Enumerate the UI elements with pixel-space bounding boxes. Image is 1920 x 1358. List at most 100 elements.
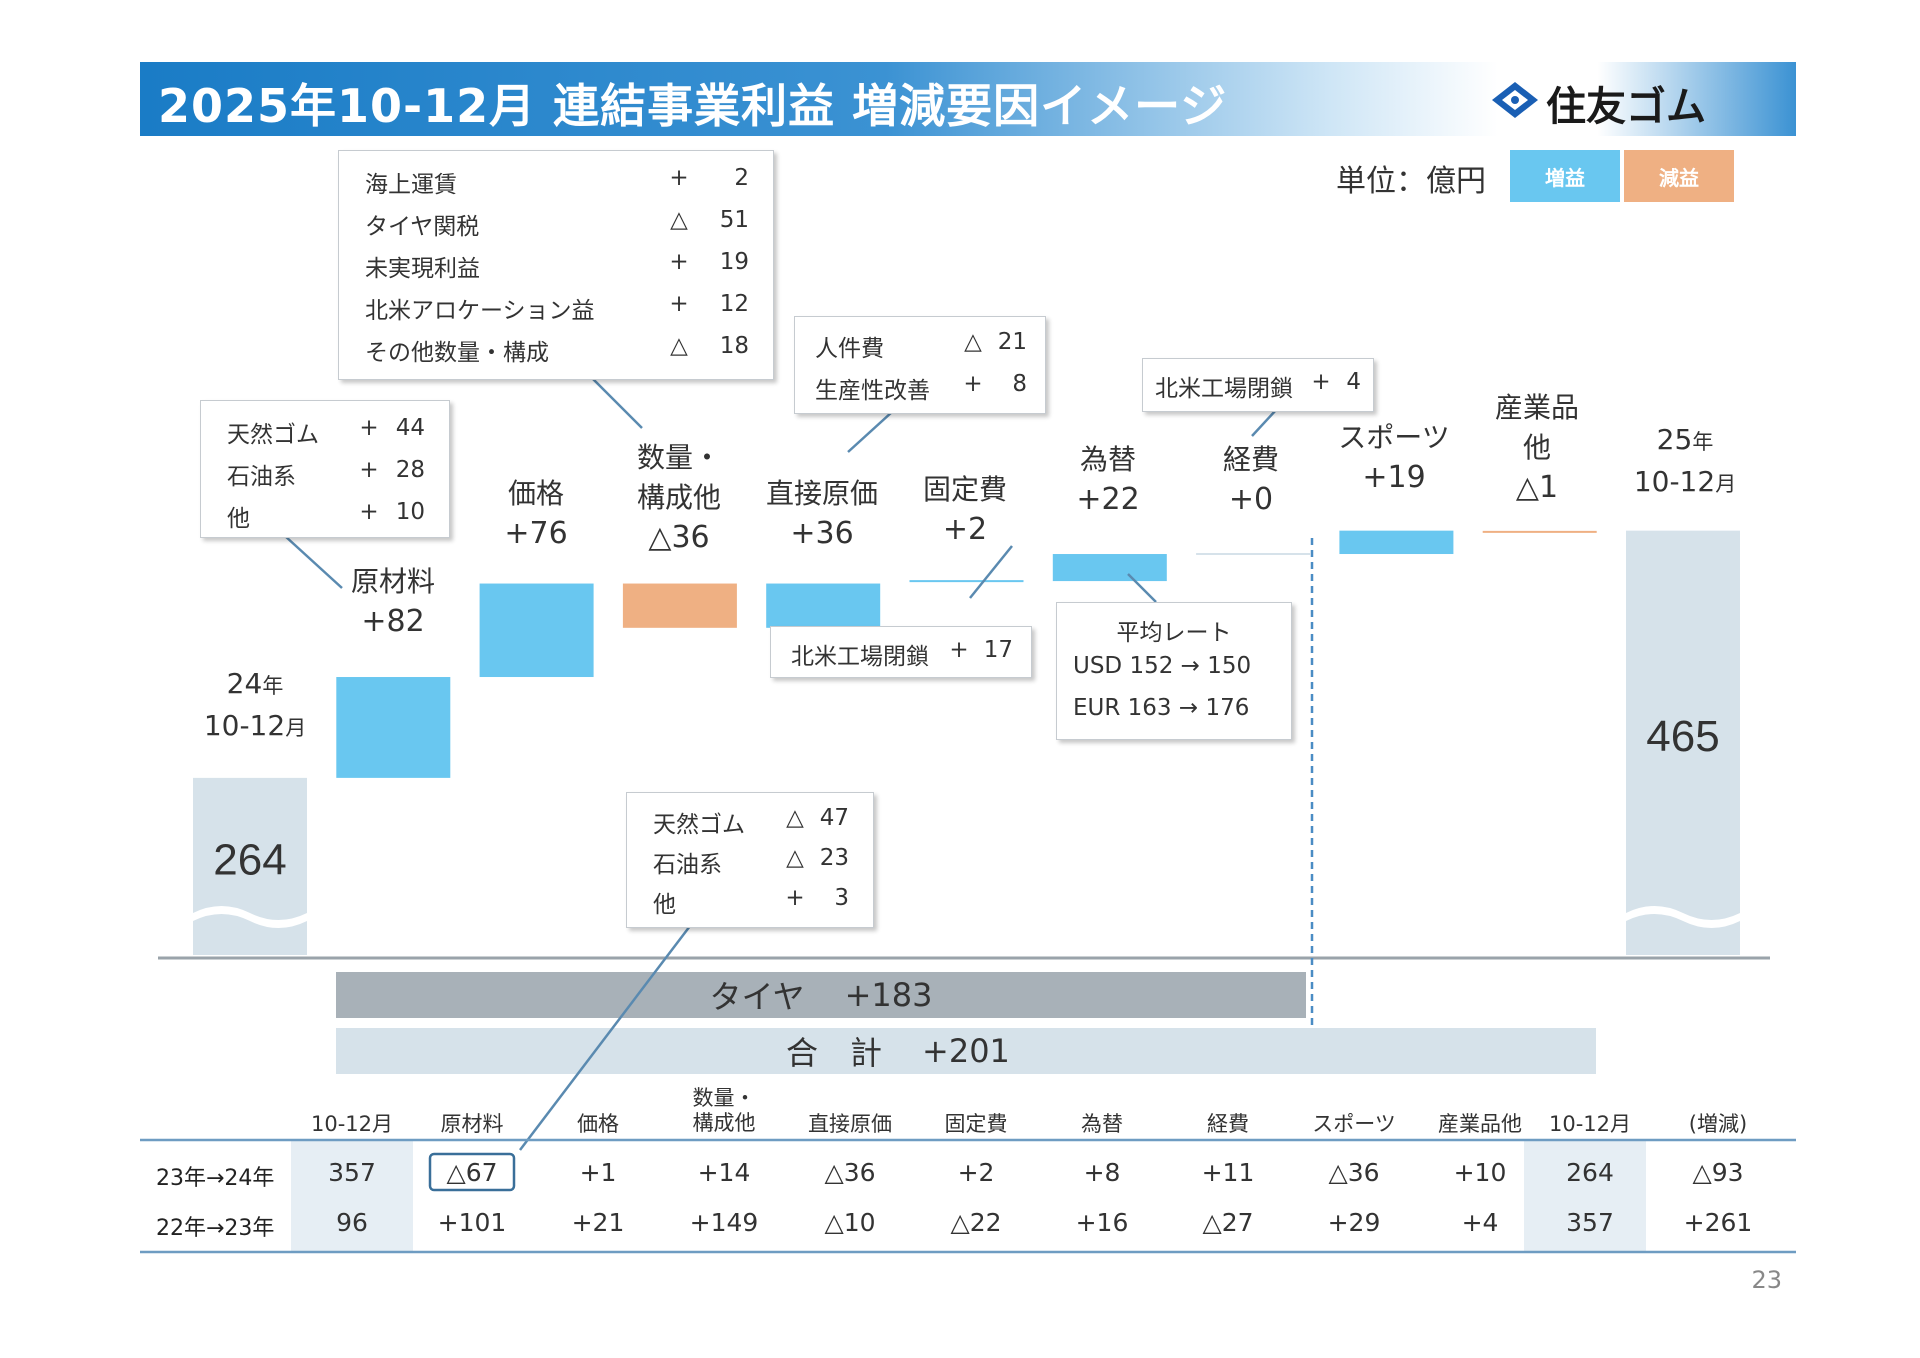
ann-value: 23 [819, 845, 849, 871]
table-header: 直接原価 [780, 1112, 920, 1137]
ann-label: 人件費 [815, 336, 884, 362]
ann-sign: + [785, 885, 805, 911]
table-header: 数量・ 構成他 [654, 1086, 794, 1136]
bar-name-line2: 他 [1522, 431, 1551, 464]
table-cell: 357 [328, 1158, 376, 1187]
table-cell: △67 [446, 1158, 498, 1187]
bar-name: 産業品 [1494, 391, 1579, 424]
ann-label: 北米アロケーション益 [365, 298, 595, 324]
ann-sign: + [669, 249, 689, 275]
table-header: 経費 [1158, 1112, 1298, 1137]
fx-rate-row: USD 152 → 150 [1073, 653, 1252, 679]
table-cell: +101 [437, 1208, 507, 1237]
table-header: 産業品他 [1410, 1112, 1550, 1137]
bar-label-0: 原材料 +82 [316, 562, 470, 642]
annotation-connector-0 [591, 377, 643, 429]
table-header: 10-12月 [1520, 1112, 1660, 1137]
table-cell: +16 [1075, 1208, 1129, 1237]
table-header-line: 直接原価 [808, 1112, 892, 1136]
bar-name: 数量・ [636, 441, 721, 474]
page-number: 23 [1751, 1266, 1782, 1294]
company-logo: 住友ゴム [1546, 84, 1706, 130]
bar-name: スポーツ [1338, 421, 1450, 454]
annotation-fx-rate: 平均レート USD 152 → 150 EUR 163 → 176 [1056, 602, 1292, 740]
ann-value: 19 [719, 249, 749, 275]
table-header: 10-12月 [282, 1112, 422, 1137]
annotation-expenses: 北米工場閉鎖 +4 [1142, 358, 1374, 412]
table-header: 価格 [528, 1112, 668, 1137]
bar-4 [766, 583, 881, 628]
ann-sign: △ [786, 845, 804, 871]
table-header-line: (増減) [1688, 1112, 1748, 1136]
table-cell: +1 [579, 1158, 617, 1187]
table-header-line: 価格 [577, 1112, 619, 1136]
ann-sign: + [669, 291, 689, 317]
ann-sign: + [359, 415, 379, 441]
ann-value: 10 [395, 499, 425, 525]
ann-label: その他数量・構成 [365, 340, 549, 366]
table-shade-end [1524, 1140, 1646, 1252]
ann-label: タイヤ関税 [365, 214, 480, 240]
highlight-box [428, 1152, 516, 1192]
table-header: 為替 [1032, 1112, 1172, 1137]
value-label-10: 465 [1646, 712, 1719, 761]
annotation-connector-3 [1251, 409, 1277, 437]
table-cell: 96 [336, 1208, 368, 1237]
table-cell: +21 [571, 1208, 625, 1237]
ann-value: 4 [1346, 369, 1361, 395]
ann-label: 他 [653, 892, 676, 918]
ann-sign: △ [964, 329, 982, 355]
bar-value: +22 [1076, 482, 1140, 517]
ann-label: 海上運賃 [365, 172, 457, 198]
bar-value: +36 [790, 516, 854, 551]
fx-rate-row: EUR 163 → 176 [1073, 695, 1250, 721]
ann-value: 47 [819, 805, 849, 831]
ann-label: 石油系 [653, 852, 722, 878]
table-cell: △93 [1692, 1158, 1744, 1187]
table-header-line: 構成他 [692, 1111, 756, 1135]
total-band [336, 1028, 1596, 1074]
table-cell: △27 [1202, 1208, 1254, 1237]
axis-break-10 [1626, 906, 1740, 928]
ann-value: 12 [719, 291, 749, 317]
table-cell: △10 [824, 1208, 876, 1237]
table-cell: +149 [689, 1208, 759, 1237]
bar-value: +82 [361, 604, 425, 639]
ann-label: 北米工場閉鎖 [1155, 376, 1293, 402]
ann-label: 石油系 [227, 464, 296, 490]
total-band-label: 合 計 +201 [786, 1032, 1010, 1072]
bar-label-6: 経費 +0 [1174, 440, 1328, 520]
bar-label-2: 数量・ 構成他 △36 [602, 438, 756, 558]
bar-3 [622, 583, 737, 628]
table-header-line: 経費 [1207, 1112, 1249, 1136]
ann-sign: + [359, 457, 379, 483]
tire-band-label: タイヤ +183 [709, 976, 933, 1016]
table-cell: 357 [1566, 1208, 1614, 1237]
ann-label: 他 [227, 506, 250, 532]
bar-label-7: スポーツ +19 [1317, 418, 1471, 498]
bar-name: 固定費 [922, 473, 1007, 506]
table-cell: +10 [1453, 1158, 1507, 1187]
table-header: 原材料 [402, 1112, 542, 1137]
ann-label: 天然ゴム [653, 812, 745, 838]
bar-value: △1 [1515, 470, 1559, 505]
table-header-line: 10-12月 [1548, 1112, 1632, 1136]
ann-value: 2 [734, 165, 749, 191]
tire-band [336, 972, 1306, 1018]
bar-value: +0 [1228, 482, 1274, 517]
annotation-connector-6 [519, 925, 691, 1151]
ann-label: 未実現利益 [365, 256, 480, 282]
table-header-line: 為替 [1081, 1112, 1123, 1136]
table-cell: +8 [1083, 1158, 1121, 1187]
table-cell: △36 [1328, 1158, 1380, 1187]
table-row-label: 23年→24年 [156, 1166, 275, 1191]
table-cell: +4 [1461, 1208, 1499, 1237]
table-cell: 264 [1566, 1158, 1614, 1187]
annotation-raw-material-prev: 天然ゴム △ 47 石油系 △ 23 他 +3 [626, 792, 874, 928]
ann-value: 18 [719, 333, 749, 359]
table-header: スポーツ [1284, 1112, 1424, 1137]
start-period-label: 24年 10-12月 [203, 667, 307, 742]
annotation-connector-1 [284, 535, 343, 589]
ann-value: 51 [719, 207, 749, 233]
